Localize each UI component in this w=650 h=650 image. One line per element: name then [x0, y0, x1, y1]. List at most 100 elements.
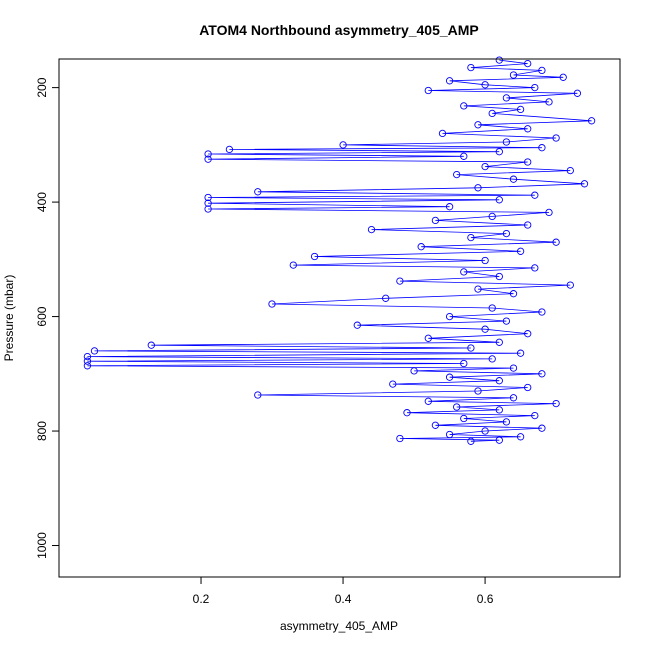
data-point [445, 430, 454, 439]
data-point [509, 394, 518, 402]
data-point [460, 268, 468, 276]
data-point [524, 383, 532, 392]
data-point [587, 117, 596, 125]
plot-frame [58, 58, 621, 578]
data-point [495, 338, 503, 346]
data-point [289, 261, 297, 269]
data-point [424, 334, 432, 342]
data-point [460, 414, 468, 423]
data-point [538, 144, 546, 152]
data-point [481, 162, 489, 171]
y-tick-label: 800 [35, 421, 49, 441]
y-tick-label: 1000 [35, 532, 49, 559]
y-tick-label: 200 [35, 77, 49, 97]
plot-area [58, 56, 621, 578]
data-point [445, 77, 454, 85]
data-point [566, 281, 574, 289]
data-point [495, 272, 503, 281]
data-point [481, 81, 489, 89]
data-point [524, 221, 532, 229]
data-point [495, 406, 503, 414]
data-point [502, 94, 511, 102]
data-point [424, 397, 432, 405]
x-tick-label: 0.4 [335, 592, 352, 606]
data-point [431, 216, 440, 225]
data-point [90, 347, 99, 355]
data-point [438, 129, 447, 138]
data-point [204, 155, 212, 163]
data-point [488, 212, 496, 221]
data-point [445, 203, 454, 211]
data-point [538, 66, 546, 75]
data-point [431, 421, 440, 429]
data-point [531, 191, 539, 199]
data-point [509, 364, 518, 372]
data-point [204, 205, 212, 213]
data-point [460, 359, 468, 368]
y-tick-label: 600 [35, 306, 49, 326]
data-point [495, 56, 503, 64]
data-point [509, 175, 518, 183]
data-point [389, 380, 397, 388]
data-point [552, 134, 560, 142]
data-point [502, 138, 511, 146]
data-point [516, 247, 525, 255]
data-point [531, 411, 539, 420]
y-axis: 200 400 600 800 1000 [35, 77, 59, 559]
data-point [254, 391, 262, 399]
data-point [516, 433, 525, 441]
data-point [474, 387, 482, 395]
data-point [524, 158, 532, 166]
y-tick-label: 400 [35, 192, 49, 212]
data-point [410, 367, 418, 375]
data-point [460, 102, 468, 110]
data-point [481, 427, 489, 435]
data-point [403, 409, 411, 417]
data-point [488, 355, 496, 363]
data-point [502, 229, 511, 238]
x-tick-label: 0.2 [193, 592, 210, 606]
data-point [495, 148, 503, 156]
data-point [460, 152, 468, 160]
data-point [254, 188, 262, 196]
data-point [531, 83, 539, 92]
x-tick-label: 0.6 [477, 592, 494, 606]
data-point [147, 341, 155, 349]
data-point [453, 403, 461, 411]
data-point [204, 150, 212, 158]
data-point [524, 59, 532, 68]
data-point [566, 166, 574, 175]
data-point [524, 125, 532, 133]
data-point [538, 424, 546, 432]
data-point [445, 312, 454, 321]
series-line [87, 59, 592, 442]
data-point [495, 436, 503, 444]
data-point [353, 321, 361, 329]
data-point [538, 308, 546, 316]
data-point [445, 373, 454, 381]
data-point [204, 199, 212, 207]
data-point [474, 285, 482, 293]
data-point [83, 357, 92, 365]
data-point [467, 233, 475, 242]
data-point [552, 238, 560, 246]
data-point [339, 141, 347, 149]
data-point [467, 437, 475, 445]
data-point [538, 370, 546, 378]
data-point [474, 121, 482, 129]
data-point [467, 344, 475, 352]
data-point [509, 290, 518, 298]
data-point [453, 170, 461, 179]
data-point [225, 145, 234, 154]
x-axis-label: asymmetry_405_AMP [280, 619, 398, 633]
series-layer [83, 56, 596, 445]
data-point [552, 399, 560, 408]
data-point [516, 349, 525, 357]
data-point [580, 180, 589, 188]
data-point [310, 252, 319, 261]
data-point [559, 73, 567, 81]
data-point [382, 294, 390, 302]
data-point [488, 304, 496, 312]
data-point [488, 109, 496, 118]
